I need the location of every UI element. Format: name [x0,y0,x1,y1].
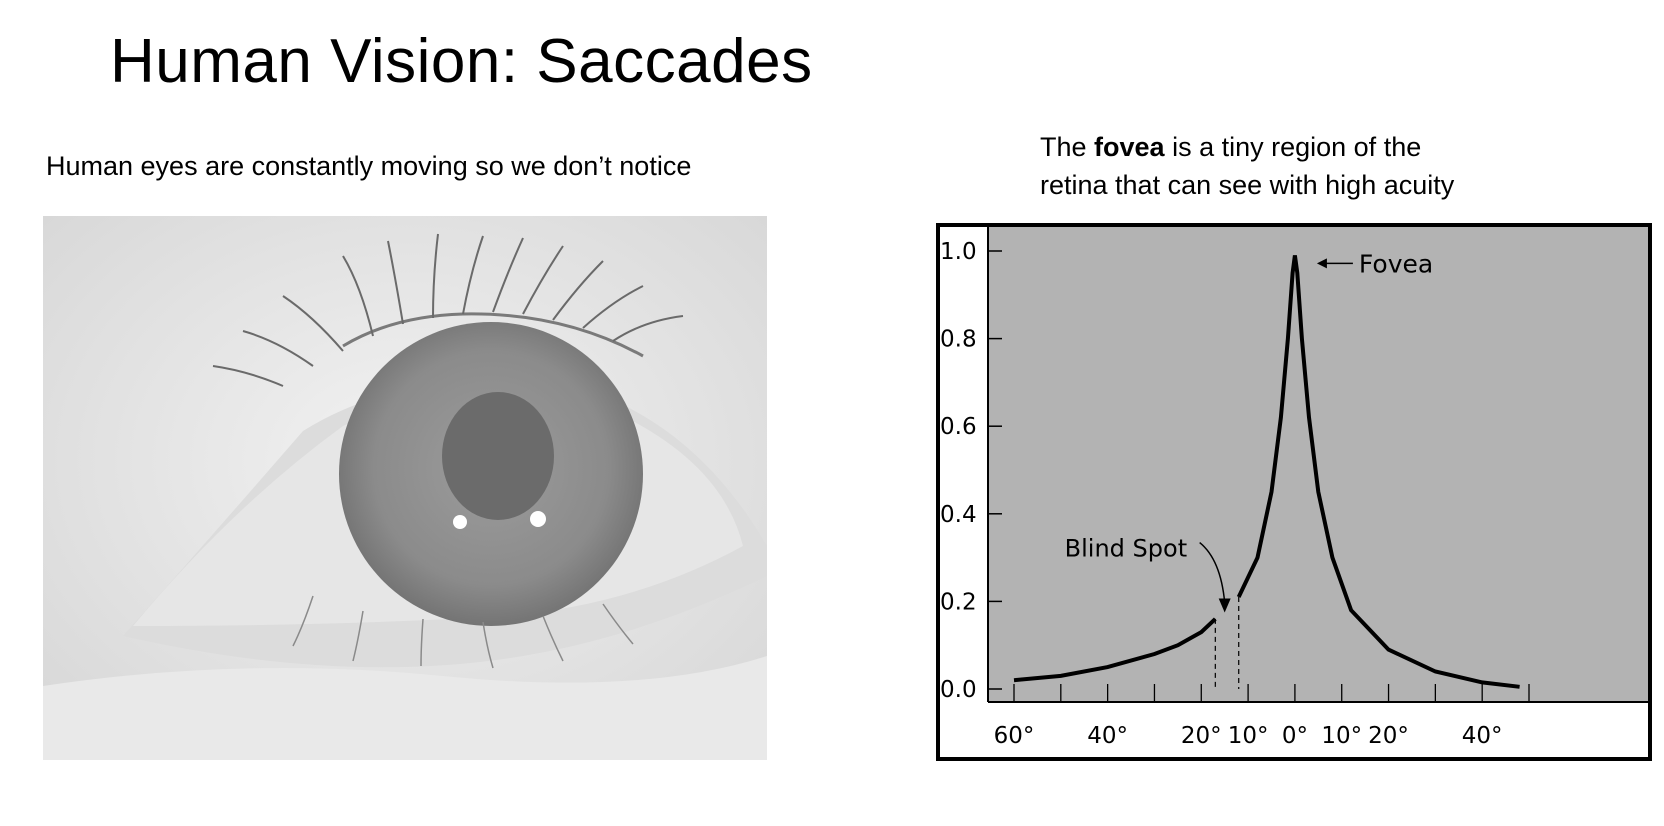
x-tick-label: 40° [1087,723,1128,749]
fovea-label: Fovea [1359,249,1433,278]
fovea-arrow-head [1316,258,1327,269]
x-tick-label: 60° [994,723,1035,749]
y-tick-label: 0.8 [940,327,977,353]
blind-spot-arrow-line [1199,541,1226,603]
eye-reflection-left [453,515,467,529]
slide-title: Human Vision: Saccades [110,27,813,96]
acuity-curve-left [1013,617,1217,683]
lower-cheek [43,656,767,760]
y-tick-label: 1.0 [940,239,977,265]
blind-spot-label: Blind Spot [1065,535,1187,563]
y-tick-label: 0.2 [940,589,977,615]
right-caption: The fovea is a tiny region of the retina… [1040,128,1560,204]
plot-area [988,227,1648,702]
left-caption: Human eyes are constantly moving so we d… [46,151,692,181]
pupil [442,392,554,520]
caption-bold-fovea: fovea [1094,132,1165,162]
acuity-chart: 1.0 0.8 0.6 0.4 0.2 0.0 60° 40° 20° 10° 0° 10° 20° 4… [936,223,1654,763]
x-tick-label: 10° [1228,723,1269,749]
x-tick-label: 20° [1368,723,1409,749]
y-tick-label: 0.0 [940,677,977,703]
caption-prefix: The [1040,132,1095,162]
eye-reflection-right [530,511,546,527]
acuity-chart-svg: 1.00.80.60.40.20.0 60° 40° 20° 10° 0° 10° 20° 4… [936,223,1652,761]
y-tick-label: 0.6 [940,414,977,440]
eye-photo [43,216,767,760]
x-tick-label: 0° [1282,723,1308,749]
eye-illustration [43,216,767,760]
blind-spot-arrow-head [1218,598,1231,613]
caption-line2: retina that can see with high acuity [1040,170,1455,200]
y-tick-label: 0.4 [940,502,977,528]
x-tick-label: 20° [1181,723,1222,749]
acuity-curve-right [1236,255,1520,689]
x-tick-label: 40° [1462,723,1503,749]
caption-line1-rest: is a tiny region of the [1164,132,1422,162]
x-tick-label: 10° [1321,723,1362,749]
eyelashes [212,233,684,387]
lower-lashes [292,595,634,669]
